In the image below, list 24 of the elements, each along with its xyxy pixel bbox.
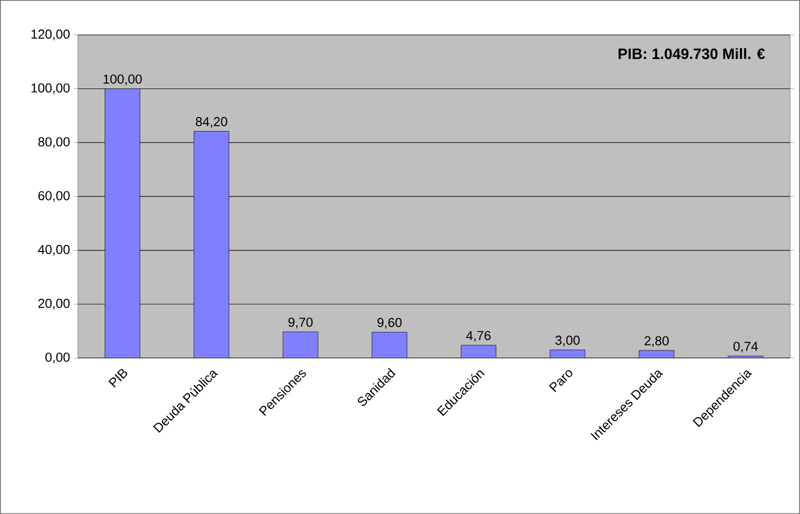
y-tick-label: 20,00	[38, 298, 70, 310]
y-tick-label: 40,00	[38, 244, 70, 256]
x-tick-label: PIB	[108, 369, 128, 388]
bar	[104, 88, 140, 358]
y-tick-label: 100,00	[32, 83, 70, 94]
bar	[550, 350, 586, 358]
data-label: 3,00	[555, 336, 580, 346]
data-label: 0,74	[733, 342, 758, 352]
bar	[372, 332, 408, 358]
bar	[194, 131, 230, 358]
bar	[282, 332, 318, 358]
data-label: 4,76	[466, 330, 491, 342]
y-tick-label: 120,00	[32, 30, 70, 40]
data-label: 100,00	[104, 74, 142, 86]
text: PIB: 1.049.730 Mill. €	[618, 48, 765, 60]
data-label: 9,60	[378, 318, 402, 329]
data-label: 9,70	[288, 318, 313, 328]
y-tick-label: 80,00	[38, 137, 70, 148]
y-tick-label: 0,00	[45, 352, 70, 364]
data-label: 84,20	[196, 117, 228, 128]
y-tick-label: 60,00	[38, 191, 70, 202]
bar	[461, 345, 496, 358]
data-label: 2,80	[644, 336, 669, 347]
x-tick-label: Paro	[548, 370, 572, 392]
